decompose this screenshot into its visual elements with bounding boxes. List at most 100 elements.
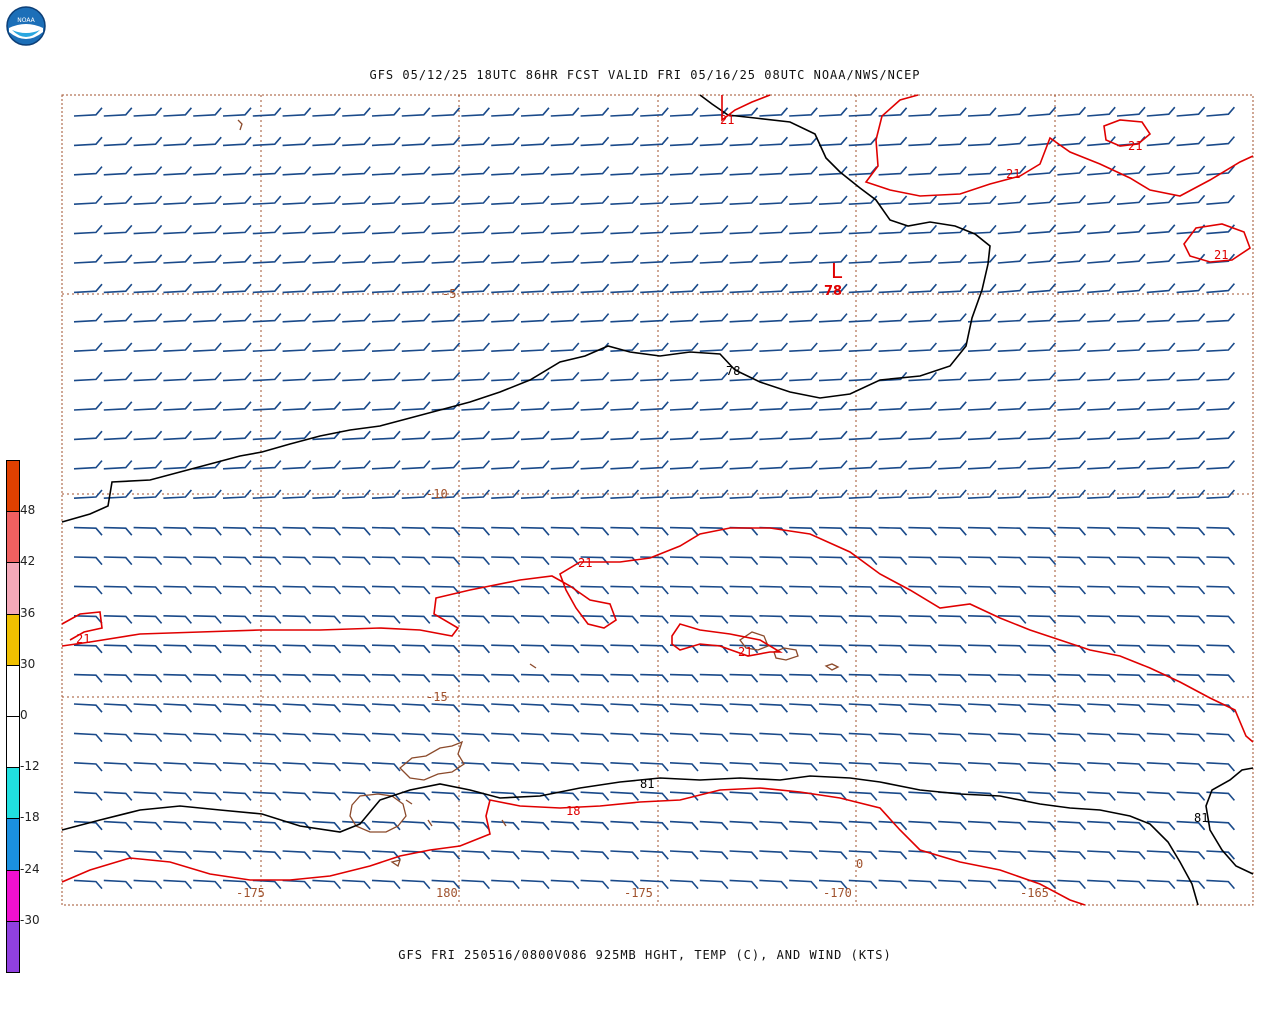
wind-barb [848, 460, 878, 470]
wind-barb [431, 489, 461, 499]
wind-barb [1176, 460, 1206, 470]
wind-barb [759, 820, 789, 831]
wind-barb [729, 371, 759, 382]
wind-barb [282, 254, 312, 264]
wind-barb [580, 460, 610, 470]
wind-barb [550, 136, 580, 147]
wind-barb [133, 195, 163, 205]
wind-barb [491, 820, 520, 831]
wind-barb [550, 820, 580, 831]
wind-barb [312, 526, 342, 536]
wind-barb [252, 703, 282, 713]
wind-barb [669, 526, 699, 536]
wind-barb [252, 136, 282, 147]
wind-barb [699, 732, 729, 743]
wind-barb [401, 526, 431, 536]
wind-barb [550, 489, 580, 499]
wind-barb [73, 224, 103, 235]
wind-barb [699, 673, 729, 683]
wind-barb [759, 791, 789, 801]
wind-barb [1027, 401, 1057, 411]
wind-barb [1206, 136, 1236, 147]
wind-barb [610, 224, 640, 235]
wind-barb [491, 107, 520, 117]
wind-barb [640, 673, 669, 683]
wind-barb [789, 850, 818, 860]
wind-barb [818, 585, 848, 595]
wind-barb [73, 703, 103, 713]
wind-barb [967, 283, 997, 294]
wind-barb [640, 107, 669, 117]
wind-barb [699, 644, 729, 654]
wind-barb [997, 342, 1027, 352]
wind-barb [222, 879, 252, 890]
wind-barb [640, 283, 669, 294]
wind-barb [431, 820, 461, 831]
wind-barb [550, 401, 580, 411]
color-scale-bar [6, 460, 20, 973]
wind-barb [371, 879, 401, 890]
temp-contour-21-samoa [671, 623, 783, 657]
wind-barb [1027, 673, 1057, 683]
wind-barb [371, 224, 401, 235]
wind-barb [1146, 430, 1176, 441]
wind-barb [640, 526, 669, 536]
wind-barb [1176, 371, 1206, 382]
wind-barb [520, 136, 550, 147]
wind-barb [759, 556, 789, 566]
wind-barb [193, 166, 222, 176]
wind-barb [1146, 106, 1176, 117]
wind-barb [1176, 585, 1206, 595]
wind-barb [1206, 732, 1236, 743]
wind-barb [550, 644, 580, 654]
wind-barb [222, 820, 252, 831]
wind-barb [997, 585, 1027, 595]
color-scale-label: -24 [20, 861, 40, 876]
wind-barb [520, 224, 550, 235]
small-island-2 [237, 119, 243, 131]
wind-barb [103, 879, 133, 890]
wind-barb [848, 673, 878, 683]
wind-barb [193, 371, 222, 382]
wind-barb [1146, 703, 1176, 713]
wind-barb [550, 224, 580, 235]
wind-barb [729, 254, 759, 264]
wind-barb [938, 283, 967, 294]
wind-barb [550, 195, 580, 205]
wind-barb [759, 166, 789, 176]
wind-barb [669, 703, 699, 713]
wind-barb [818, 430, 848, 441]
wind-barb [371, 615, 401, 624]
wind-barb [1027, 165, 1057, 176]
wind-barb [401, 224, 431, 235]
wind-barb [848, 615, 878, 624]
wind-barb [967, 820, 997, 831]
wind-barb [342, 166, 371, 176]
wind-barb [580, 430, 610, 441]
wind-barb [908, 401, 938, 411]
wind-barb [878, 556, 908, 566]
wind-barb [103, 166, 133, 176]
wind-barb [282, 342, 312, 352]
wind-barb [789, 224, 818, 235]
wind-barb [133, 136, 163, 147]
wind-barb [193, 673, 222, 683]
wind-barb [669, 195, 699, 205]
temp-label-21-east: 21 [1214, 248, 1228, 262]
wind-barb [789, 673, 818, 683]
wind-barb [520, 195, 550, 205]
wind-barb [1087, 615, 1116, 624]
wind-barb [1146, 165, 1176, 176]
wind-barb [908, 166, 938, 176]
wind-barb [1176, 106, 1206, 117]
wind-barb [1087, 644, 1116, 654]
wind-barb [640, 313, 669, 323]
wind-barb [252, 850, 282, 860]
color-scale-segment [6, 767, 20, 820]
wind-barb [878, 342, 908, 352]
wind-barb [1146, 850, 1176, 860]
wind-barb [550, 313, 580, 323]
wind-barb [1146, 879, 1176, 890]
wind-barb [848, 820, 878, 831]
wind-barb [848, 850, 878, 860]
